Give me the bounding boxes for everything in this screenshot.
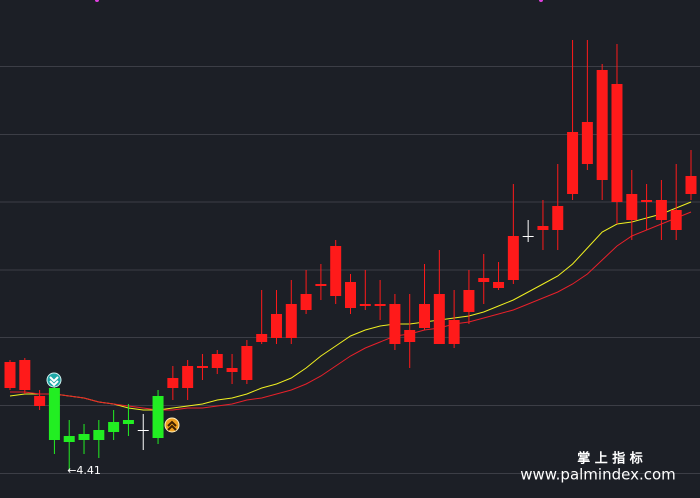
candle-body xyxy=(345,282,356,308)
marker-dot xyxy=(539,0,543,2)
watermark-title: 掌 上 指 标 xyxy=(577,451,643,467)
candle-body xyxy=(4,362,16,388)
candle-body xyxy=(300,294,312,310)
candle-body xyxy=(611,84,623,202)
candle-body xyxy=(537,226,549,230)
candle-body xyxy=(48,388,60,440)
sell-signal xyxy=(46,372,62,388)
candle-body xyxy=(93,430,105,440)
candle-body xyxy=(152,396,164,438)
candles xyxy=(4,40,697,470)
candle-body xyxy=(463,290,475,312)
candle-body xyxy=(108,422,120,432)
candle-body xyxy=(448,320,460,344)
candle-body xyxy=(419,304,431,328)
candle-body xyxy=(507,236,519,280)
candle-body xyxy=(167,378,179,388)
candle-body xyxy=(256,334,268,342)
candle-body xyxy=(374,304,386,306)
watermark-url: www.palmindex.com xyxy=(520,466,676,484)
candle-body xyxy=(626,194,638,220)
candle-body xyxy=(19,360,31,390)
candle-body xyxy=(315,284,327,286)
candle-body xyxy=(241,346,253,380)
candle-body xyxy=(359,304,371,306)
candle-body xyxy=(270,314,282,338)
candle-body xyxy=(685,176,697,194)
low-annotation: ←4.41 xyxy=(67,464,101,477)
signal-chevron xyxy=(49,380,59,387)
candle-body xyxy=(122,420,134,424)
candle-body xyxy=(581,122,593,164)
candle-body xyxy=(552,206,564,230)
candle-body xyxy=(196,366,208,368)
moving-average-line xyxy=(9,201,692,411)
signal-chevron xyxy=(167,424,177,431)
candle-body xyxy=(478,278,490,282)
candle-body xyxy=(211,354,223,368)
candle-body xyxy=(404,330,416,342)
candle-body xyxy=(182,366,194,388)
candle-body xyxy=(655,200,667,220)
candle-body xyxy=(226,368,238,372)
signal-chevron xyxy=(167,420,177,427)
buy-signal xyxy=(164,417,180,433)
candle-body xyxy=(330,246,342,296)
signal-chevron xyxy=(49,376,59,383)
candle-body xyxy=(567,132,579,194)
marker-dot xyxy=(95,0,99,2)
candle-body xyxy=(137,430,149,431)
candle-body xyxy=(596,70,608,180)
candle-body xyxy=(493,282,505,288)
candle-body xyxy=(285,304,297,338)
candle-body xyxy=(522,236,534,237)
candle-body xyxy=(670,210,682,230)
candle-body xyxy=(641,200,653,202)
candle-body xyxy=(63,436,75,442)
candle-body xyxy=(78,434,90,440)
candle-body xyxy=(389,304,401,344)
candle-body xyxy=(34,396,46,406)
candle-body xyxy=(433,294,445,344)
moving-average-line xyxy=(10,211,692,411)
